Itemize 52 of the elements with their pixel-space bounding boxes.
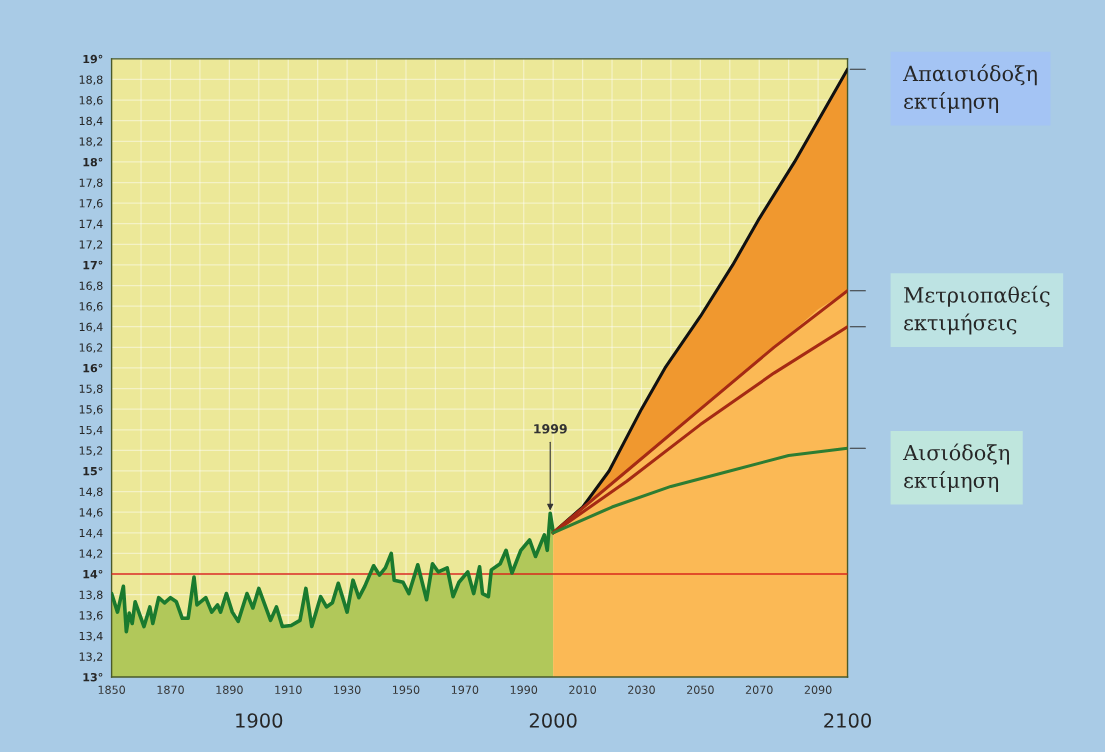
- annotation: 1999: [534, 424, 567, 434]
- y-tick-label: 17,8: [79, 178, 103, 189]
- y-tick-label: 16,6: [79, 302, 103, 312]
- x-tick-label: 1910: [275, 685, 302, 694]
- x-tick-label: 1990: [510, 685, 538, 694]
- y-tick-label: 18°: [83, 157, 103, 167]
- y-tick-label: 16°: [83, 363, 103, 373]
- y-tick-label: 17,4: [79, 219, 103, 230]
- text: Αισιόδοξη εκτίμηση: [902, 443, 1009, 493]
- y-tick-label: 14,2: [79, 549, 103, 559]
- x2-tick-label: 2000: [529, 713, 577, 728]
- y-tick-label: 18,2: [79, 137, 103, 147]
- y-tick-label: 16,4: [79, 322, 103, 333]
- y-tick-label: 15,6: [79, 405, 103, 415]
- y-tick-label: 15°: [83, 466, 103, 476]
- line-series: [551, 446, 848, 535]
- y-tick-label: 13,8: [79, 590, 103, 601]
- x-tick-label: 1890: [216, 685, 243, 694]
- y-tick-label: 18,8: [79, 75, 103, 85]
- x-tick-label: 2090: [804, 685, 832, 694]
- y-tick-label: 13,2: [79, 652, 103, 662]
- y-tick-label: 13°: [83, 672, 103, 682]
- y-tick-label: 17,6: [79, 199, 103, 209]
- x-tick-label: 2030: [628, 685, 655, 694]
- y-tick-label: 13,4: [79, 631, 103, 642]
- y-tick-label: 15,2: [79, 446, 103, 456]
- x-tick-label: 1930: [334, 685, 361, 694]
- y-tick-label: 14,8: [79, 487, 103, 498]
- y-tick-label: 18,6: [79, 96, 103, 106]
- y-tick-label: 17,2: [79, 240, 103, 250]
- y-tick-label: 14,4: [79, 528, 103, 539]
- y-tick-label: 17°: [83, 260, 103, 270]
- y-tick-label: 16,2: [79, 343, 103, 353]
- y-tick-label: 15,8: [79, 384, 103, 395]
- y-tick-label: 18,4: [79, 116, 103, 127]
- y-tick-label: 14,6: [79, 508, 103, 518]
- x-tick-label: 1970: [451, 685, 479, 694]
- y-tick-label: 14°: [83, 569, 103, 579]
- x-tick-label: 2050: [687, 685, 714, 694]
- y-tick-label: 13,6: [79, 611, 103, 621]
- text: Μετριοπαθείς εκτιμήσεις: [904, 285, 1050, 335]
- y-tick-label: 16,8: [79, 281, 103, 292]
- x2-tick-label: 1900: [236, 713, 283, 728]
- x-tick-label: 1870: [157, 685, 184, 694]
- text: Απαισιόδοξη εκτίμηση: [902, 64, 1037, 113]
- x-tick-label: 1950: [393, 685, 420, 694]
- y-tick-label: 15,4: [79, 425, 103, 436]
- x2-tick-label: 2100: [824, 713, 871, 728]
- x-tick-label: 1850: [98, 685, 126, 694]
- y-tick-label: 19°: [83, 54, 103, 64]
- x-tick-label: 2010: [569, 685, 596, 694]
- x-tick-label: 2070: [745, 685, 773, 694]
